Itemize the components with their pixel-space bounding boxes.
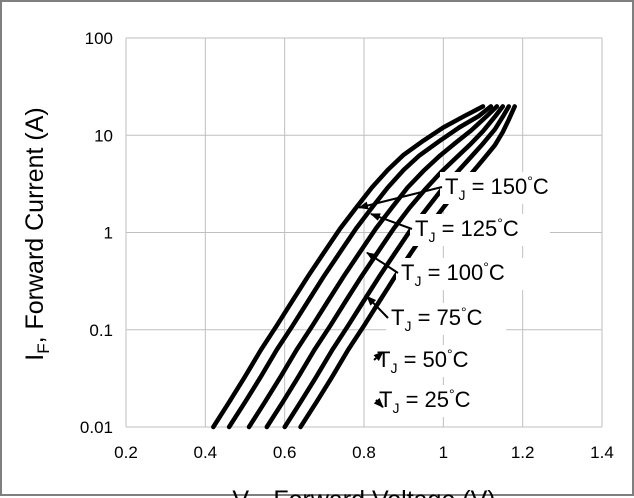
series-label-group-1: TJ = 125°C [370,213,550,246]
series-label-bg-0 [440,172,580,204]
y-tick-label-1: 0.1 [89,321,113,340]
series-label-group-2: TJ = 100°C [366,251,536,290]
series-label-arrow-1 [370,213,413,230]
series-labels: TJ = 150°C TJ = 125°C TJ = 100°C TJ = 75°C T… [358,172,580,417]
series-label-0: TJ = 150°C [445,173,549,203]
series-label-group-3: TJ = 75°C [366,295,506,335]
series-label-group-4: TJ = 50°C [372,345,492,377]
series-label-bg-5 [374,385,494,417]
x-axis-title: VF, Forward Voltage (V) [232,486,495,498]
x-tick-label-1: 0.4 [194,443,218,462]
y-tick-label-0: 0.01 [80,418,113,437]
x-tick-label-2: 0.6 [273,443,297,462]
series-label-bg-2 [396,258,536,290]
series-label-bg-1 [410,214,550,246]
series-label-4: TJ = 50°C [377,346,469,376]
series-label-2: TJ = 100°C [401,259,505,289]
x-tick-label-4: 1 [439,443,448,462]
y-tick-label-3: 10 [94,126,113,145]
series-label-arrow-0 [358,186,443,210]
series-label-group-0: TJ = 150°C [358,172,580,210]
series-label-arrow-2 [366,251,399,274]
series-label-3: TJ = 75°C [391,304,483,334]
series-label-arrow-4 [373,351,384,362]
curve-series-1 [226,104,494,430]
y-axis-title: IF, Forward Current (A) [21,107,53,361]
series-label-bg-4 [372,345,492,377]
series-label-1: TJ = 125°C [415,215,519,245]
series-label-bg-3 [386,303,506,335]
series-label-5: TJ = 25°C [379,386,471,416]
series-label-arrow-5 [373,397,384,408]
y-tick-label-4: 100 [85,29,113,48]
curve-series-3 [264,104,506,430]
x-tick-label-6: 1.4 [590,443,614,462]
x-tick-label-3: 0.8 [352,443,376,462]
curve-series-2 [246,104,500,430]
y-tick-labels: 0.01 0.1 1 10 100 [80,29,113,437]
y-tick-label-2: 1 [104,224,113,243]
x-tick-label-0: 0.2 [114,443,138,462]
x-tick-labels: 0.2 0.4 0.6 0.8 1 1.2 1.4 [114,443,614,462]
series-label-arrow-3 [366,295,389,319]
series-label-group-5: TJ = 25°C [373,385,494,417]
curve-series-0 [211,104,486,430]
x-tick-label-5: 1.2 [511,443,535,462]
